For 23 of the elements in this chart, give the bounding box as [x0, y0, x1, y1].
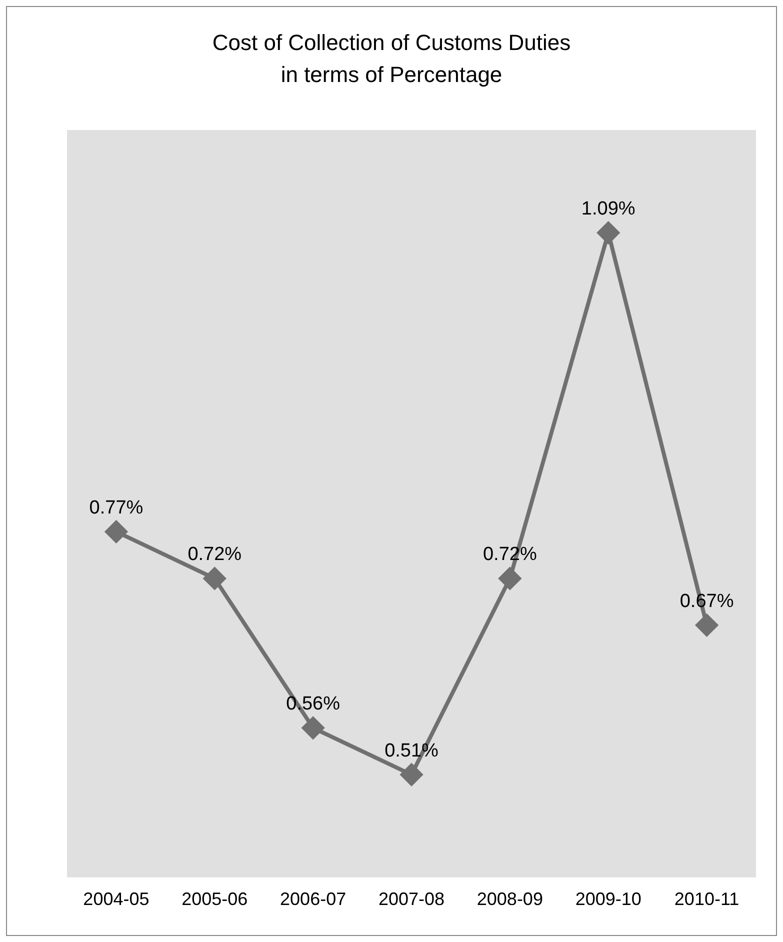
- point: [597, 222, 620, 244]
- data-label: 0.77%: [89, 497, 144, 518]
- chart-subtitle: in terms of Percentage: [280, 61, 504, 89]
- point: [204, 567, 226, 590]
- point: [302, 716, 324, 739]
- data-label: 0.72%: [482, 544, 537, 566]
- data-label: 0.67%: [680, 590, 734, 612]
- data-label: 0.56%: [286, 694, 340, 715]
- data-label: 0.72%: [188, 544, 242, 566]
- point: [400, 764, 422, 786]
- x-tick-label: 2004-05: [83, 889, 150, 910]
- chart-title: Cost of Collection of Customs Duties: [211, 29, 572, 57]
- point: [696, 614, 718, 636]
- point: [498, 567, 521, 590]
- x-tick-label: 2006-07: [280, 889, 346, 910]
- x-tick-label: 2009-10: [575, 889, 642, 910]
- x-tick-label: 2010-11: [674, 889, 740, 910]
- x-tick-label: 2007-08: [378, 889, 445, 910]
- point: [105, 520, 128, 543]
- x-tick-label: 2008-09: [476, 889, 543, 910]
- data-label: 0.51%: [384, 740, 439, 762]
- x-tick-label: 2005-06: [182, 889, 248, 910]
- data-label: 1.09%: [581, 198, 636, 220]
